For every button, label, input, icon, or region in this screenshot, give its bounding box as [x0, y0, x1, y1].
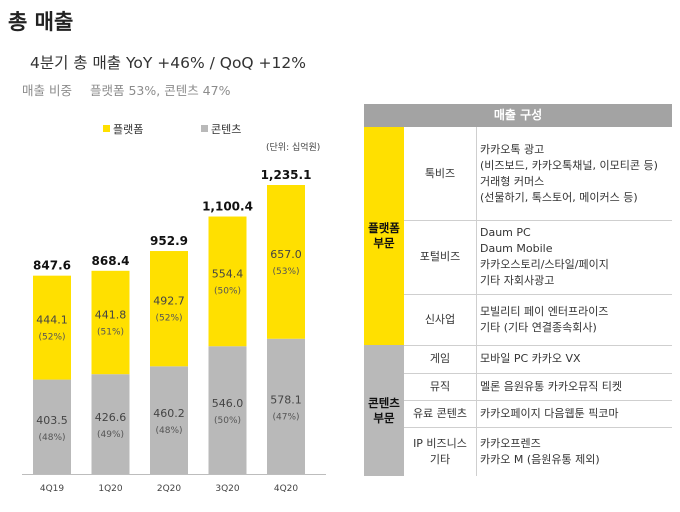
- row-item-text: 모빌리티 페이 엔터프라이즈: [480, 304, 609, 318]
- platform-value-2Q20: 492.7: [153, 295, 185, 308]
- content-share-4Q19: (48%): [38, 433, 65, 443]
- content-value-3Q20: 546.0: [212, 397, 244, 410]
- legend-label-content: 콘텐츠: [211, 123, 242, 136]
- platform-value-1Q20: 441.8: [95, 308, 127, 321]
- content-share-4Q20: (47%): [272, 412, 299, 422]
- row-item-text: 카카오스토리/스타일/페이지: [480, 258, 609, 271]
- row-category: 게임: [404, 345, 477, 373]
- legend-label-platform: 플랫폼: [113, 123, 144, 136]
- revenue-share-line: 매출 비중 플랫폼 53%, 콘텐츠 47%: [22, 80, 230, 99]
- legend-swatch-platform: [103, 125, 110, 132]
- revenue-growth-subtitle: 4분기 총 매출 YoY +46% / QoQ +12%: [30, 54, 306, 72]
- platform-share-4Q19: (52%): [38, 333, 65, 343]
- row-item-text: 카카오 M (음원유통 제외): [480, 452, 600, 466]
- x-tick-label-4Q19: 4Q19: [40, 484, 65, 494]
- bar-content-3Q20: [208, 346, 247, 474]
- bar-platform-1Q20: [91, 270, 130, 375]
- row-item-text: Daum PC: [480, 226, 531, 239]
- row-item-text: 기타 자회사광고: [480, 274, 555, 287]
- x-tick-label-2Q20: 2Q20: [157, 484, 182, 494]
- unit-label: (단위: 십억원): [266, 143, 321, 153]
- stacked-bar-chart: 847.6 444.1 (52%) 403.5 (48%) 4Q19 868.4 441.8 (…: [22, 168, 326, 494]
- revenue-share-value: 플랫폼 53%, 콘텐츠 47%: [89, 83, 231, 98]
- platform-share-3Q20: (50%): [214, 286, 241, 296]
- content-value-2Q20: 460.2: [153, 407, 185, 420]
- panel-header: 매출 구성: [364, 104, 672, 127]
- row-item-text: (비즈보드, 카카오톡채널, 이모티콘 등): [480, 158, 658, 172]
- x-tick-label-3Q20: 3Q20: [215, 484, 240, 494]
- bar-platform-4Q19: [33, 275, 71, 380]
- total-label-1Q20: 868.4: [92, 254, 130, 268]
- x-tick-label-1Q20: 1Q20: [98, 484, 123, 494]
- row-category: 신사업: [404, 294, 477, 345]
- total-label-2Q20: 952.9: [150, 234, 188, 248]
- content-share-3Q20: (50%): [214, 416, 241, 426]
- row-category: 뮤직: [404, 373, 477, 400]
- row-item-text: 멜론 음원유통 카카오뮤직 티켓: [480, 379, 623, 393]
- composition-row: 톡비즈 카카오톡 광고 (비즈보드, 카카오톡채널, 이모티콘 등) 거래형 커머스 (…: [404, 127, 672, 221]
- revenue-share-label: 매출 비중: [22, 83, 72, 98]
- composition-row: 유료 콘텐츠 카카오페이지 다음웹툰 픽코마: [404, 400, 672, 428]
- bar-content-4Q20: [267, 338, 305, 474]
- bar-platform-2Q20: [150, 251, 188, 367]
- segment-content-text: 콘텐츠 부문: [368, 395, 400, 425]
- row-item-text: 기타 (기타 연결종속회사): [480, 320, 597, 334]
- bar-content-2Q20: [150, 366, 188, 474]
- total-label-4Q20: 1,235.1: [261, 168, 312, 182]
- row-item-text: 카카오프렌즈: [480, 436, 541, 450]
- row-item-text: (선물하기, 톡스토어, 메이커스 등): [480, 190, 638, 204]
- row-items: 카카오톡 광고 (비즈보드, 카카오톡채널, 이모티콘 등) 거래형 커머스 (선물하…: [480, 127, 672, 220]
- row-item-text: 카카오톡 광고: [480, 142, 545, 156]
- row-category: IP 비즈니스 기타: [404, 427, 477, 476]
- legend-item-platform: 플랫폼: [103, 121, 143, 137]
- segment-platform-text: 플랫폼 부문: [368, 221, 400, 250]
- row-item-text: 카카오페이지 다음웹툰 픽코마: [480, 406, 619, 420]
- content-share-1Q20: (49%): [97, 430, 124, 440]
- platform-share-1Q20: (51%): [97, 327, 124, 337]
- content-value-4Q20: 578.1: [270, 393, 302, 406]
- total-label-4Q19: 847.6: [33, 259, 71, 273]
- content-value-1Q20: 426.6: [95, 411, 127, 424]
- x-tick-label-4Q20: 4Q20: [274, 484, 299, 494]
- segment-platform-label: 플랫폼 부문: [364, 127, 404, 345]
- platform-value-3Q20: 554.4: [212, 267, 244, 280]
- bar-platform-4Q20: [267, 185, 305, 339]
- composition-row: 게임 모바일 PC 카카오 VX: [404, 345, 672, 374]
- legend-item-content: 콘텐츠: [201, 121, 241, 137]
- content-share-2Q20: (48%): [155, 426, 182, 436]
- composition-row: 뮤직 멜론 음원유통 카카오뮤직 티켓: [404, 373, 672, 401]
- content-value-4Q19: 403.5: [36, 414, 68, 427]
- row-items: 카카오페이지 다음웹툰 픽코마: [480, 400, 672, 427]
- platform-share-4Q20: (53%): [272, 267, 299, 277]
- platform-value-4Q19: 444.1: [36, 314, 68, 327]
- platform-value-4Q20: 657.0: [270, 248, 302, 261]
- total-label-3Q20: 1,100.4: [202, 200, 253, 214]
- revenue-composition-panel: 매출 구성 플랫폼 부문 콘텐츠 부문 톡비즈 카카오톡 광고 (비즈보드, 카카오톡채…: [364, 104, 672, 476]
- legend-swatch-content: [201, 125, 208, 132]
- row-items: 모바일 PC 카카오 VX: [480, 345, 672, 373]
- row-item-text: 거래형 커머스: [480, 174, 545, 188]
- page-title: 총 매출: [8, 10, 74, 34]
- segment-content-label: 콘텐츠 부문: [364, 345, 404, 476]
- row-category: 포털비즈: [404, 220, 477, 294]
- bar-content-4Q19: [33, 379, 71, 474]
- bar-content-1Q20: [91, 374, 130, 474]
- bar-platform-3Q20: [208, 216, 247, 347]
- platform-share-2Q20: (52%): [155, 314, 182, 324]
- row-category: 유료 콘텐츠: [404, 400, 477, 427]
- row-item-text: Daum Mobile: [480, 242, 553, 255]
- row-category: 톡비즈: [404, 127, 477, 220]
- row-item-text: 모바일 PC 카카오 VX: [480, 352, 581, 365]
- row-items: 멜론 음원유통 카카오뮤직 티켓: [480, 373, 672, 400]
